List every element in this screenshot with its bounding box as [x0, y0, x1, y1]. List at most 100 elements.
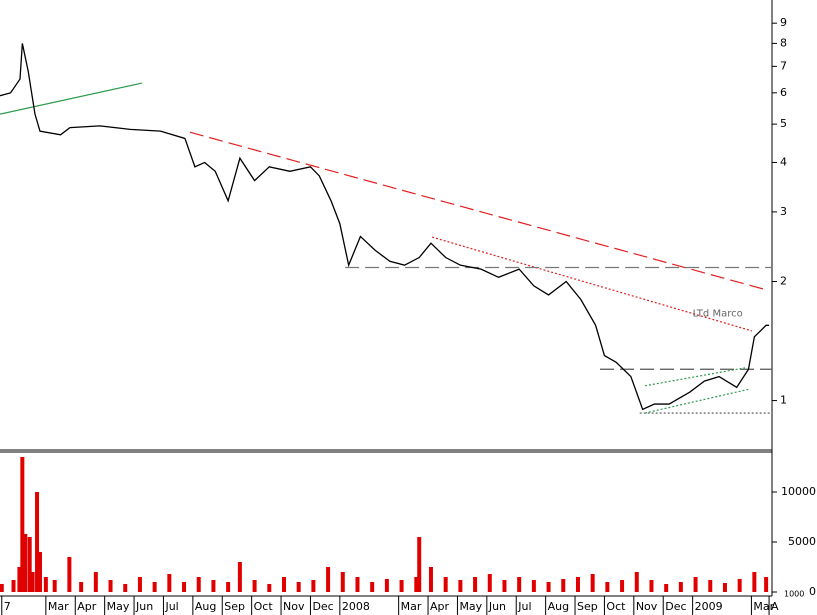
- volume-bar: [590, 574, 595, 592]
- volume-bar: [722, 583, 727, 592]
- volume-bar: [443, 577, 448, 592]
- volume-bar: [20, 457, 25, 592]
- volume-bar: [487, 574, 492, 592]
- trend-line: [644, 367, 746, 387]
- volume-bar: [517, 577, 522, 592]
- volume-bar: [35, 492, 40, 592]
- x-tick-label: 2009: [695, 600, 723, 613]
- y-tick-label: 2: [780, 275, 787, 288]
- volume-bar: [137, 577, 142, 592]
- volume-bar: [764, 577, 769, 592]
- y-tick-label: 5000: [788, 535, 816, 548]
- x-tick-label: Jul: [517, 600, 531, 613]
- y-tick-label: 1: [780, 394, 787, 407]
- volume-bar: [30, 572, 35, 592]
- y-tick-label: 8: [780, 36, 787, 49]
- volume-bar: [237, 562, 242, 592]
- volume-bar: [211, 580, 216, 592]
- x-tick-label: May: [107, 600, 130, 613]
- volume-bar: [281, 577, 286, 592]
- volume-bar: [226, 582, 231, 592]
- volume-bar: [737, 579, 742, 592]
- y-tick-label: 3: [780, 205, 787, 218]
- x-tick-label: Aug: [195, 600, 216, 613]
- volume-bar: [708, 580, 713, 592]
- volume-bar: [531, 580, 536, 592]
- y-tick-label: 7: [780, 59, 787, 72]
- x-tick-label: Jun: [488, 600, 506, 613]
- trend-line: [0, 82, 143, 115]
- volume-unit-label: 1000: [784, 590, 804, 599]
- volume-bar: [27, 537, 32, 592]
- volume-bar: [428, 567, 433, 592]
- y-tick-label: 5: [780, 117, 787, 130]
- x-tick-label: Sep: [577, 600, 598, 613]
- x-tick-label: May: [459, 600, 482, 613]
- volume-bar: [634, 572, 639, 592]
- volume-bar: [752, 572, 757, 592]
- volume-bar: [384, 579, 389, 592]
- volume-bar: [37, 552, 42, 592]
- volume-bar: [546, 582, 551, 592]
- volume-bar: [340, 572, 345, 592]
- volume-bar: [267, 584, 272, 592]
- x-tick-label: Oct: [254, 600, 274, 613]
- volume-bar: [67, 557, 72, 592]
- x-tick-label: Oct: [606, 600, 626, 613]
- volume-bar: [311, 580, 316, 592]
- volume-bar: [182, 582, 187, 592]
- volume-bar: [167, 574, 172, 592]
- volume-bar: [620, 580, 625, 592]
- x-tick-label: Dec: [665, 600, 686, 613]
- y-tick-label: 0: [809, 585, 816, 598]
- annotation: LTd Marco: [693, 309, 743, 320]
- volume-bar: [326, 567, 331, 592]
- volume-bar: [502, 580, 507, 592]
- x-tick-label: A: [771, 600, 779, 613]
- volume-bar: [664, 584, 669, 592]
- volume-bar: [693, 577, 698, 592]
- y-tick-label: 4: [780, 155, 787, 168]
- volume-bar: [370, 582, 375, 592]
- price-line: [0, 43, 770, 411]
- x-tick-label: 7: [4, 600, 11, 613]
- volume-bar: [108, 580, 113, 592]
- volume-bar: [152, 582, 157, 592]
- y-tick-label: 9: [780, 16, 787, 29]
- trend-line: [431, 236, 753, 332]
- volume-bar: [23, 534, 28, 592]
- x-tick-label: Jun: [135, 600, 153, 613]
- volume-bar: [399, 580, 404, 592]
- y-tick-label: 6: [780, 86, 787, 99]
- volume-bar: [575, 577, 580, 592]
- volume-bar: [296, 582, 301, 592]
- volume-bar: [678, 582, 683, 592]
- volume-bar: [52, 580, 57, 592]
- volume-bar: [473, 577, 478, 592]
- y-tick-label: 10000: [781, 485, 816, 498]
- volume-bar: [11, 580, 16, 592]
- volume-bar: [355, 577, 360, 592]
- volume-bar: [123, 584, 128, 592]
- x-tick-label: Aug: [548, 600, 569, 613]
- volume-bar: [43, 577, 48, 592]
- x-tick-label: Jul: [164, 600, 178, 613]
- x-tick-label: Mar: [48, 600, 69, 613]
- x-tick-label: Mar: [401, 600, 422, 613]
- volume-bar: [561, 579, 566, 592]
- volume-bar: [458, 580, 463, 592]
- x-tick-label: Nov: [283, 600, 305, 613]
- volume-bar: [17, 567, 22, 592]
- x-tick-label: 2008: [342, 600, 370, 613]
- volume-bar: [0, 584, 4, 592]
- volume-bar: [252, 580, 257, 592]
- volume-bar: [417, 537, 422, 592]
- volume-bar: [93, 572, 98, 592]
- x-tick-label: Apr: [430, 600, 450, 613]
- volume-bar: [605, 582, 610, 592]
- volume-bar: [414, 577, 419, 592]
- x-tick-label: Nov: [636, 600, 658, 613]
- volume-bar: [79, 582, 84, 592]
